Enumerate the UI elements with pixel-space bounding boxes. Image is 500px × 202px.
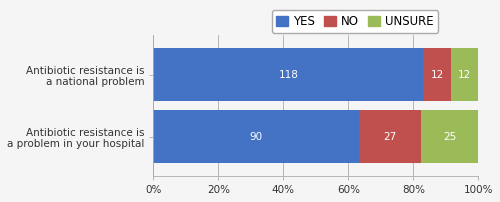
Legend: YES, NO, UNSURE: YES, NO, UNSURE [272,10,438,33]
Bar [451,48,478,101]
Text: 12: 12 [458,70,471,80]
Bar [360,110,421,163]
Text: 25: 25 [443,132,456,142]
Bar [154,48,424,101]
Text: 118: 118 [278,70,298,80]
Bar [154,110,360,163]
Text: 90: 90 [250,132,263,142]
Text: 12: 12 [430,70,444,80]
Bar [424,48,451,101]
Bar [421,110,478,163]
Text: 27: 27 [384,132,397,142]
